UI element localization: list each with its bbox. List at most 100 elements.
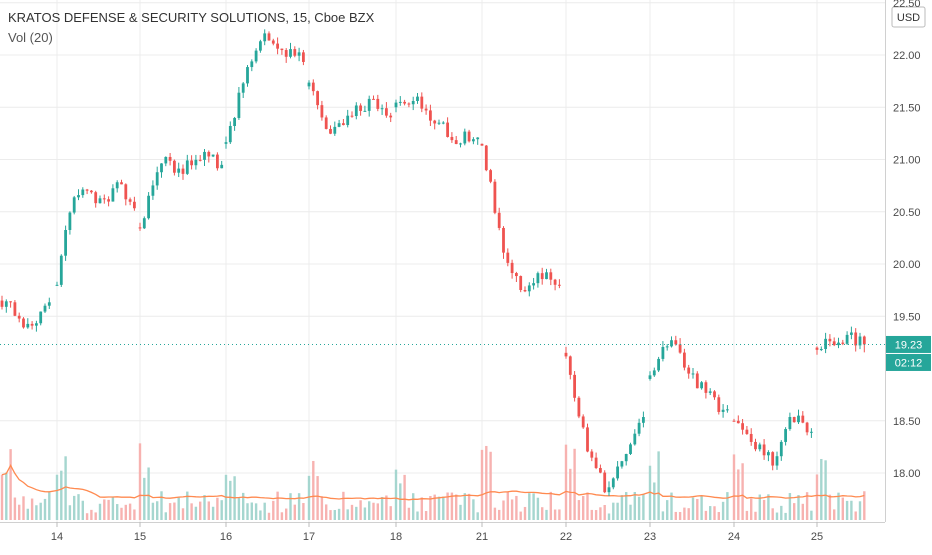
candle-body[interactable] <box>55 284 59 286</box>
candle-body[interactable] <box>665 346 669 348</box>
candle-body[interactable] <box>564 352 568 357</box>
candle-body[interactable] <box>510 262 514 274</box>
candle-body[interactable] <box>133 201 136 209</box>
candle-body[interactable] <box>26 323 30 328</box>
candle-body[interactable] <box>732 420 736 422</box>
candle-body[interactable] <box>767 452 770 456</box>
candle-body[interactable] <box>0 300 4 307</box>
candle-body[interactable] <box>603 472 607 493</box>
candle-body[interactable] <box>293 49 297 56</box>
candle-body[interactable] <box>177 168 181 173</box>
candle-body[interactable] <box>819 349 823 351</box>
candle-body[interactable] <box>741 423 744 430</box>
candle-body[interactable] <box>90 190 93 193</box>
candle-body[interactable] <box>424 108 428 111</box>
candle-body[interactable] <box>545 272 548 280</box>
candle-body[interactable] <box>17 315 21 319</box>
candle-body[interactable] <box>420 96 424 109</box>
candle-body[interactable] <box>736 420 740 424</box>
candle-body[interactable] <box>346 115 350 126</box>
candle-body[interactable] <box>687 367 691 374</box>
candle-body[interactable] <box>792 417 796 423</box>
candle-body[interactable] <box>553 279 557 285</box>
candle-body[interactable] <box>220 164 224 169</box>
candle-body[interactable] <box>616 466 619 479</box>
candle-body[interactable] <box>138 227 142 229</box>
candle-body[interactable] <box>527 285 531 292</box>
candle-body[interactable] <box>497 212 501 228</box>
candle-body[interactable] <box>98 198 102 204</box>
candle-body[interactable] <box>185 160 189 174</box>
candle-body[interactable] <box>629 444 632 454</box>
candlesticks[interactable] <box>0 29 866 496</box>
candle-body[interactable] <box>858 336 862 346</box>
candle-body[interactable] <box>380 108 384 110</box>
candle-body[interactable] <box>254 50 258 62</box>
candle-body[interactable] <box>713 391 716 398</box>
candle-body[interactable] <box>691 373 695 375</box>
candle-body[interactable] <box>68 212 72 231</box>
candle-body[interactable] <box>59 255 63 285</box>
candle-body[interactable] <box>573 374 576 398</box>
candle-body[interactable] <box>320 105 324 118</box>
candle-body[interactable] <box>749 433 753 442</box>
candle-body[interactable] <box>9 301 12 303</box>
candle-body[interactable] <box>43 305 47 312</box>
candle-body[interactable] <box>568 356 572 375</box>
candle-body[interactable] <box>824 338 827 350</box>
candle-body[interactable] <box>708 391 712 393</box>
candle-body[interactable] <box>359 105 362 111</box>
candle-body[interactable] <box>788 417 792 430</box>
candle-body[interactable] <box>194 159 198 166</box>
candle-body[interactable] <box>642 417 645 423</box>
candle-body[interactable] <box>203 151 206 160</box>
candle-body[interactable] <box>333 126 337 134</box>
candle-body[interactable] <box>704 382 708 393</box>
candle-body[interactable] <box>695 373 699 389</box>
candle-body[interactable] <box>624 453 628 462</box>
candle-body[interactable] <box>85 189 89 191</box>
candle-body[interactable] <box>721 409 725 412</box>
candle-body[interactable] <box>398 101 402 103</box>
candle-body[interactable] <box>147 195 150 219</box>
candle-body[interactable] <box>211 154 215 157</box>
candle-body[interactable] <box>173 160 176 173</box>
candle-body[interactable] <box>403 101 406 104</box>
candle-body[interactable] <box>411 100 415 105</box>
candle-body[interactable] <box>674 340 678 345</box>
candle-body[interactable] <box>329 128 332 134</box>
candle-body[interactable] <box>284 50 288 57</box>
candle-body[interactable] <box>13 302 17 316</box>
candle-body[interactable] <box>207 151 211 157</box>
candle-body[interactable] <box>120 182 123 185</box>
candle-body[interactable] <box>107 199 110 202</box>
candle-body[interactable] <box>620 461 624 467</box>
candle-body[interactable] <box>515 273 518 277</box>
candle-body[interactable] <box>128 199 132 202</box>
candle-body[interactable] <box>594 457 598 469</box>
candle-body[interactable] <box>216 154 219 169</box>
candle-body[interactable] <box>837 342 840 346</box>
candle-body[interactable] <box>367 98 371 111</box>
candle-body[interactable] <box>450 136 454 141</box>
candle-body[interactable] <box>350 115 354 117</box>
candle-body[interactable] <box>661 347 665 359</box>
candle-body[interactable] <box>459 143 462 145</box>
candle-body[interactable] <box>540 273 544 280</box>
candle-body[interactable] <box>779 441 783 457</box>
candle-body[interactable] <box>407 103 411 105</box>
candle-body[interactable] <box>39 311 43 324</box>
candle-body[interactable] <box>810 431 813 433</box>
candle-body[interactable] <box>354 105 358 117</box>
candle-body[interactable] <box>115 182 119 189</box>
candle-body[interactable] <box>683 352 686 368</box>
candle-body[interactable] <box>280 48 284 51</box>
candle-body[interactable] <box>372 98 375 100</box>
candle-body[interactable] <box>246 67 249 84</box>
candle-body[interactable] <box>342 123 345 126</box>
candle-body[interactable] <box>168 156 172 161</box>
candle-body[interactable] <box>815 347 819 350</box>
candle-body[interactable] <box>480 143 484 146</box>
candle-body[interactable] <box>726 409 729 411</box>
